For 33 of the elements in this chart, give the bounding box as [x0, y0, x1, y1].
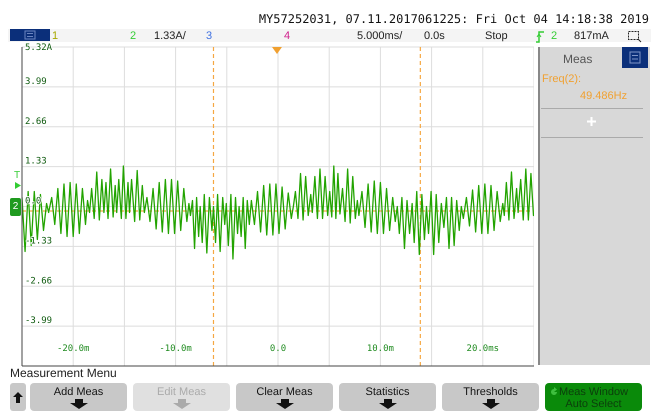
y-tick-label: 5.32A	[25, 43, 53, 53]
annotation: Measurement Menu	[10, 366, 117, 380]
x-tick-label: -20.0m	[56, 344, 90, 354]
button: Thresholds	[442, 383, 539, 411]
text: 1.33A/	[154, 30, 186, 42]
x-tick-label: 10.0m	[366, 344, 394, 354]
text: 0.0s	[424, 30, 445, 42]
y-tick-label: -3.99	[25, 316, 52, 326]
text: T	[14, 170, 20, 181]
text: 2	[130, 30, 136, 42]
text: Freq(2):	[542, 73, 582, 85]
text: 2	[551, 30, 558, 42]
button: Add Meas	[30, 383, 127, 411]
chart-title: MY57252031, 07.11.2017061225: Fri Oct 04 14:18:38 2019	[258, 12, 649, 26]
x-tick-label: -10.0m	[159, 344, 192, 354]
button: Meas Window Auto Select	[545, 383, 642, 411]
text: 817mA	[574, 30, 609, 42]
text: Meas	[563, 52, 592, 66]
text: 1	[52, 30, 58, 42]
button: Statistics	[339, 383, 436, 411]
text: 2	[10, 198, 21, 216]
text: 49.486Hz	[580, 90, 628, 102]
x-tick-label: 20.0ms	[466, 344, 500, 354]
text: Stop	[485, 30, 508, 42]
y-tick-label: 3.99	[25, 76, 47, 87]
text: 5.000ms/	[357, 30, 402, 42]
text: 4	[284, 30, 290, 42]
y-tick-label: 1.33	[25, 156, 47, 167]
text: 3	[206, 30, 212, 42]
y-tick-label: -2.66	[25, 276, 52, 286]
x-tick-label: 0.0	[270, 344, 286, 354]
y-tick-label: 2.66	[25, 116, 47, 127]
button: Clear Meas	[236, 383, 333, 411]
